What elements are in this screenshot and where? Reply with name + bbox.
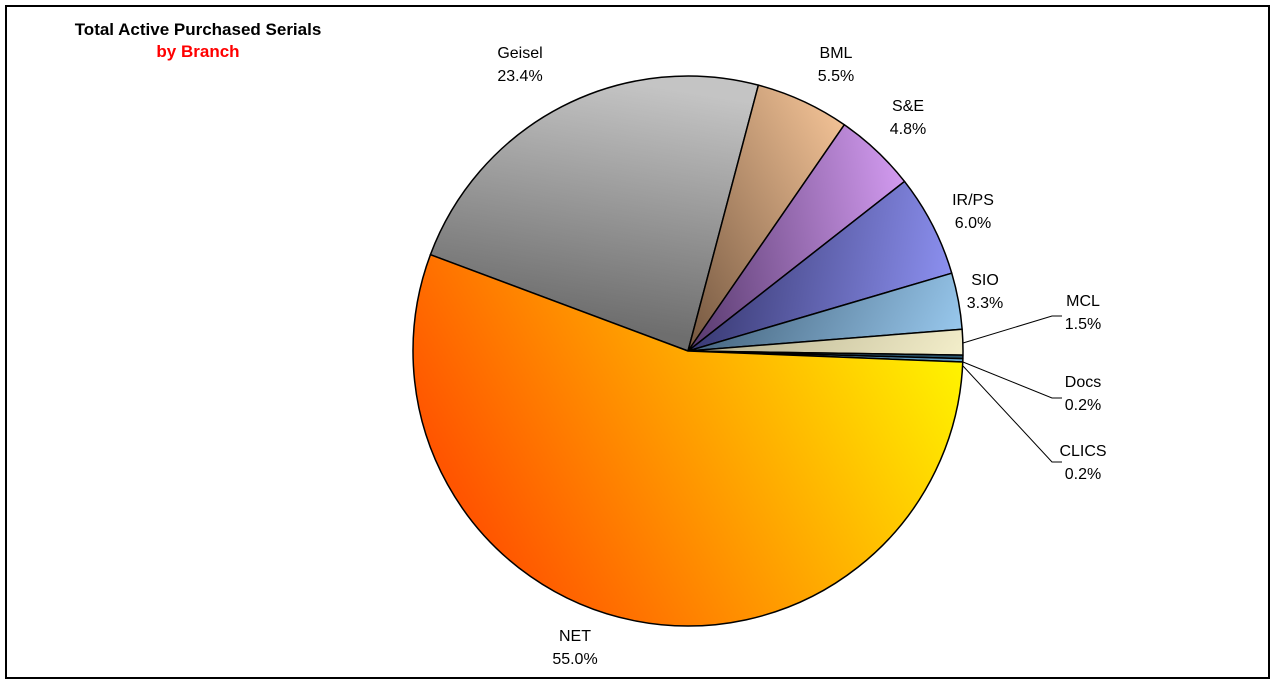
slice-percent-label: 1.5%: [1065, 316, 1101, 333]
chart-title: Total Active Purchased Serials: [74, 20, 322, 39]
slice-name-label: IR/PS: [952, 192, 994, 209]
title-block: Total Active Purchased Serials by Branch: [28, 20, 368, 62]
leader-line-mcl: [962, 315, 1062, 344]
pie-slice-geisel: [429, 75, 760, 352]
slice-name-label: BML: [820, 45, 853, 62]
slice-percent-label: 23.4%: [497, 68, 542, 85]
slice-percent-label: 4.8%: [890, 121, 926, 138]
slice-percent-label: 55.0%: [552, 651, 597, 668]
slice-labels: Geisel 23.4% BML 5.5% S&E 4.8% IR/PS 6.0% SIO 3.3…: [497, 45, 1106, 668]
slice-name-label: Docs: [1065, 374, 1101, 391]
leader-line-clics: [962, 365, 1062, 463]
slice-percent-label: 0.2%: [1065, 466, 1101, 483]
slice-name-label: NET: [559, 628, 591, 645]
slice-percent-label: 3.3%: [967, 295, 1003, 312]
leader-lines: [962, 315, 1062, 463]
slice-name-label: MCL: [1066, 293, 1100, 310]
slice-percent-label: 5.5%: [818, 68, 854, 85]
chart-subtitle: by Branch: [156, 42, 240, 61]
slice-name-label: CLICS: [1059, 443, 1106, 460]
slice-percent-label: 6.0%: [955, 215, 991, 232]
slice-name-label: Geisel: [497, 45, 542, 62]
slice-percent-label: 0.2%: [1065, 397, 1101, 414]
pie-slice-net: [412, 253, 964, 627]
slice-name-label: S&E: [892, 98, 924, 115]
pie-slices: [412, 75, 964, 627]
slice-name-label: SIO: [971, 272, 999, 289]
leader-line-docs: [962, 361, 1062, 399]
